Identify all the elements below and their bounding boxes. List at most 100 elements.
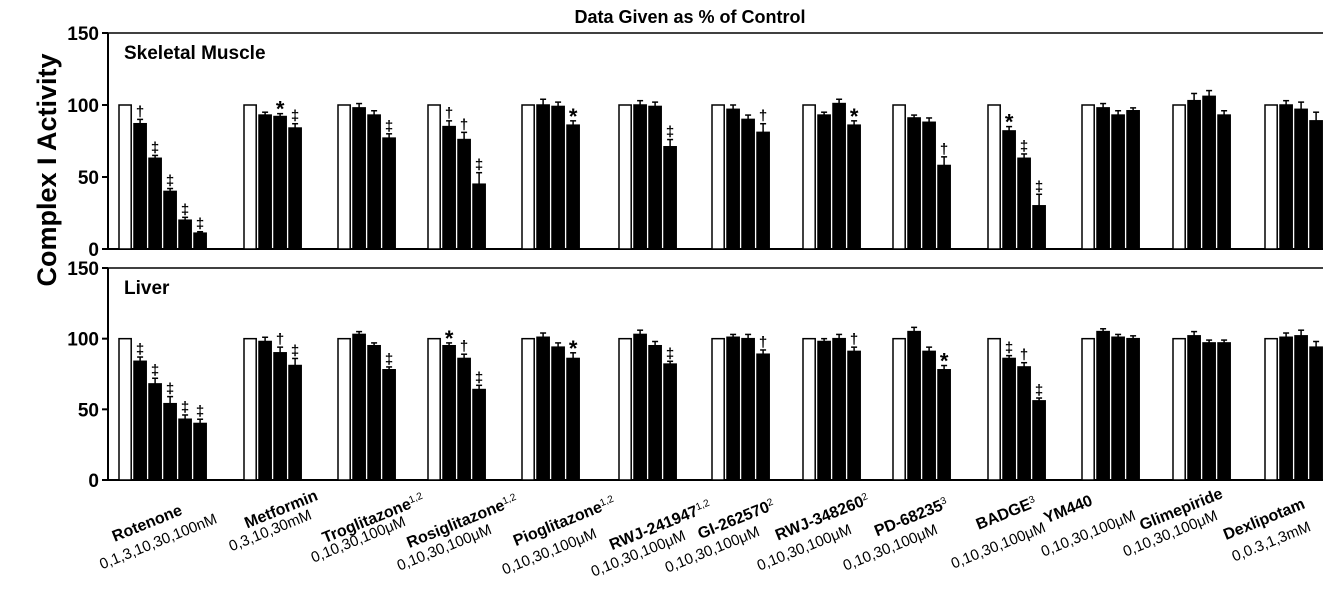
y-tick-label: 100 (67, 96, 99, 117)
significance-marker: ‡ (196, 216, 204, 233)
treated-bar (1032, 205, 1046, 250)
bar-group: † (711, 104, 770, 250)
significance-marker: * (276, 97, 285, 122)
x-label-group: RWJ-2419471,20,10,30,100μM (589, 497, 714, 580)
treated-bar (1032, 400, 1046, 481)
bar-group (1264, 99, 1323, 250)
treated-bar (472, 388, 486, 481)
significance-marker: ‡ (151, 139, 159, 156)
significance-marker: * (1005, 110, 1014, 135)
control-bar (337, 337, 351, 481)
significance-marker: ‡ (181, 201, 189, 218)
treated-bar (648, 344, 662, 481)
treated-bar (907, 117, 921, 250)
bar-group (1264, 329, 1323, 481)
y-axis-label: Complex I Activity (32, 53, 62, 286)
control-bar (892, 337, 906, 481)
bar-group: † (892, 104, 951, 250)
treated-bar (1202, 342, 1216, 481)
control-bar (427, 104, 441, 250)
treated-bar (258, 114, 272, 250)
treated-bar (536, 336, 550, 481)
chart-title: Data Given as % of Control (574, 7, 805, 27)
bar-group: ‡ (618, 329, 677, 481)
significance-marker: * (569, 336, 578, 361)
significance-marker: ‡ (1005, 340, 1013, 357)
drug-name-superscript: 1,2 (501, 491, 518, 507)
treated-bar (907, 330, 921, 481)
treated-bar (847, 350, 861, 481)
bar-group: † (711, 333, 770, 481)
treated-bar (1017, 366, 1031, 481)
treated-bar (566, 357, 580, 481)
treated-bar (163, 190, 177, 250)
treated-bar (937, 369, 951, 481)
bar-group: * (521, 332, 580, 481)
treated-bar (1017, 157, 1031, 250)
treated-bar (551, 105, 565, 250)
treated-bar (566, 124, 580, 250)
treated-bar (133, 360, 147, 481)
panel-label: Skeletal Muscle (124, 43, 266, 64)
significance-marker: ‡ (666, 124, 674, 141)
treated-bar (817, 340, 831, 481)
treated-bar (817, 114, 831, 250)
treated-bar (352, 333, 366, 481)
control-bar (118, 104, 132, 250)
treated-bar (457, 357, 471, 481)
bar-group: * (892, 326, 951, 481)
treated-bar (648, 105, 662, 250)
bar-group: * ‡ ‡ (987, 104, 1046, 250)
significance-marker: ‡ (1020, 138, 1028, 155)
treated-bar (633, 333, 647, 481)
significance-marker: * (940, 349, 949, 374)
dose-label: 0,10,30,100μM (949, 519, 1048, 572)
treated-bar (633, 104, 647, 250)
control-bar (618, 337, 632, 481)
significance-marker: † (445, 105, 453, 122)
control-bar (892, 104, 906, 250)
bar-group: * (521, 98, 580, 250)
treated-bar (847, 124, 861, 250)
control-bar (337, 104, 351, 250)
treated-bar (1111, 114, 1125, 250)
significance-marker: † (850, 331, 858, 348)
treated-bar (726, 108, 740, 250)
drug-name-label: YM440 (1042, 492, 1095, 527)
treated-bar (1217, 342, 1231, 481)
significance-marker: * (445, 326, 454, 351)
bar-group (1081, 102, 1140, 250)
treated-bar (382, 137, 396, 250)
control-bar (243, 104, 257, 250)
drug-name-superscript: 1,2 (598, 493, 615, 509)
significance-marker: † (940, 141, 948, 158)
treated-bar (273, 352, 287, 481)
treated-bar (756, 353, 770, 481)
significance-marker: † (460, 116, 468, 133)
significance-marker: ‡ (166, 173, 174, 190)
significance-marker: ‡ (475, 369, 483, 386)
bar-group: ‡ ‡ ‡ ‡ ‡ (118, 337, 207, 481)
control-bar (987, 337, 1001, 481)
control-bar (1081, 337, 1095, 481)
significance-marker: ‡ (666, 345, 674, 362)
significance-marker: ‡ (181, 399, 189, 416)
treated-bar (1309, 346, 1323, 481)
control-bar (802, 104, 816, 250)
treated-bar (922, 121, 936, 250)
significance-marker: ‡ (291, 108, 299, 125)
control-bar (243, 337, 257, 481)
treated-bar (1202, 95, 1216, 250)
control-bar (711, 337, 725, 481)
treated-bar (756, 131, 770, 250)
treated-bar (367, 344, 381, 481)
control-bar (427, 337, 441, 481)
y-tick-label: 0 (88, 240, 99, 261)
bar-group: †‡ (243, 331, 302, 481)
treated-bar (193, 232, 207, 250)
